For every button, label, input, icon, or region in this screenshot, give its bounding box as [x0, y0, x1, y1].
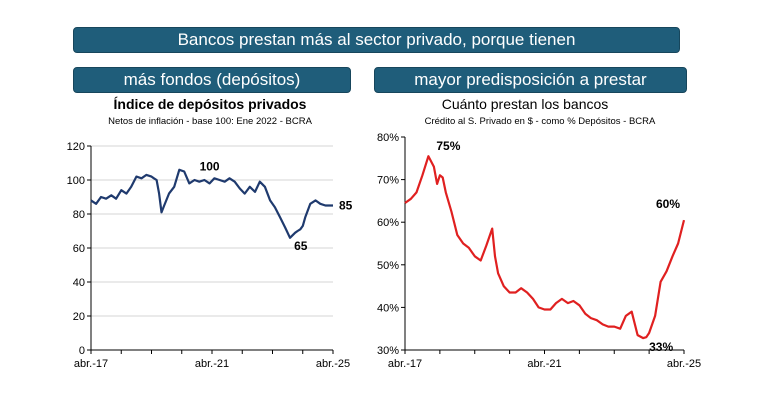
right-section-banner: mayor predisposición a prestar: [374, 67, 687, 93]
right-annotation-label: 33%: [649, 340, 673, 354]
right-x-tick-label: abr.-21: [527, 358, 561, 370]
right-chart-title: Cuánto prestan los bancos: [441, 96, 609, 112]
left-section-banner: más fondos (depósitos): [73, 67, 351, 93]
right-y-tick-label: 80%: [377, 132, 399, 144]
left-y-tick-label: 120: [67, 141, 85, 153]
left-x-tick-label: abr.-17: [74, 358, 108, 370]
right-y-tick-label: 30%: [377, 345, 399, 357]
left-y-tick-label: 40: [73, 277, 85, 289]
left-x-tick-label: abr.-25: [316, 358, 350, 370]
left-chart-subtitle: Netos de inflación - base 100: Ene 2022 …: [108, 116, 312, 127]
right-annotation-label: 75%: [436, 139, 460, 153]
right-y-tick-label: 70%: [377, 175, 399, 187]
right-y-tick-label: 40%: [377, 302, 399, 314]
left-y-tick-label: 60: [73, 243, 85, 255]
right-series-line: [404, 155, 686, 340]
left-chart-title: Índice de depósitos privados: [113, 96, 307, 112]
right-x-tick-label: abr.-25: [667, 358, 701, 370]
left-y-tick-label: 0: [79, 345, 85, 357]
main-headline-banner: Bancos prestan más al sector privado, po…: [73, 27, 680, 53]
left-y-tick-label: 80: [73, 209, 85, 221]
left-section-label: más fondos (depósitos): [123, 70, 301, 89]
left-y-tick-label: 20: [73, 311, 85, 323]
left-x-tick-label: abr.-21: [195, 358, 229, 370]
right-x-tick-label: abr.-17: [388, 358, 422, 370]
main-headline: Bancos prestan más al sector privado, po…: [177, 30, 576, 49]
left-annotation-label: 85: [339, 199, 353, 213]
right-annotation-label: 60%: [656, 197, 680, 211]
left-annotation-label: 100: [200, 159, 220, 173]
right-y-tick-label: 60%: [377, 217, 399, 229]
right-y-tick-label: 50%: [377, 260, 399, 272]
right-section-label: mayor predisposición a prestar: [414, 70, 647, 89]
left-annotation-label: 65: [294, 239, 308, 253]
left-series-line: [90, 168, 333, 239]
right-chart-subtitle: Crédito al S. Privado en $ - como % Depó…: [424, 116, 656, 127]
left-y-tick-label: 100: [67, 175, 85, 187]
